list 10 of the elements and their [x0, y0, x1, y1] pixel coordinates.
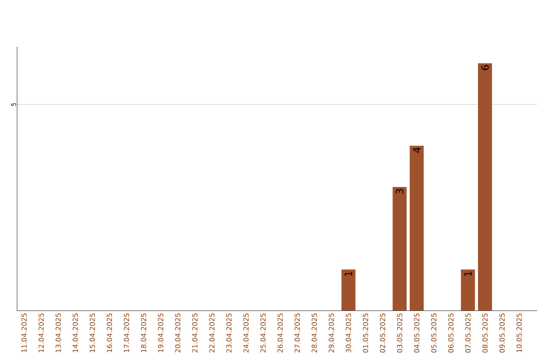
bar [410, 146, 424, 311]
data-label: 6 [481, 65, 489, 70]
bar [478, 63, 492, 311]
bar [460, 269, 475, 311]
data-label: 4 [413, 147, 420, 153]
data-label: 1 [344, 272, 352, 276]
bar [341, 269, 356, 311]
data-label: 3 [396, 188, 404, 194]
bar [392, 186, 407, 311]
data-label: 1 [464, 272, 472, 276]
